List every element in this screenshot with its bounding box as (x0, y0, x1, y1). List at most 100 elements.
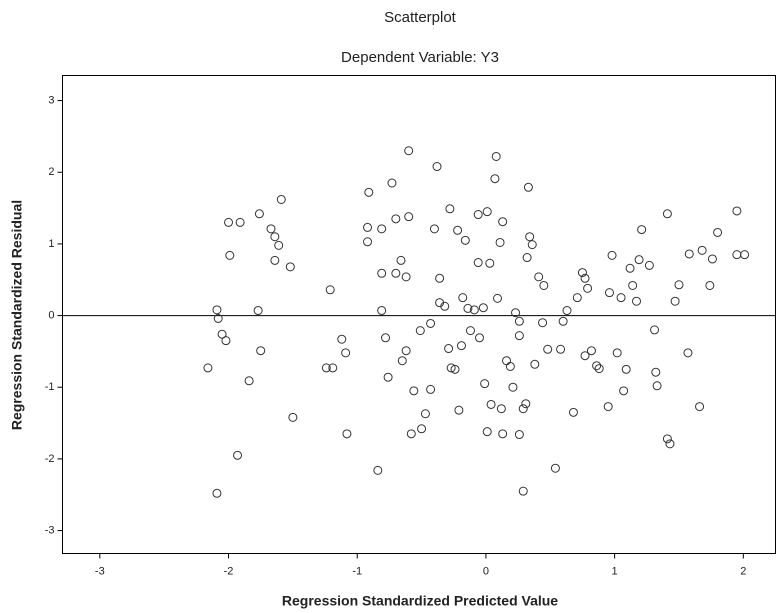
point (620, 387, 628, 395)
point (497, 405, 505, 413)
point (741, 251, 749, 259)
point (213, 489, 221, 497)
point (402, 273, 410, 281)
point (733, 207, 741, 215)
point (486, 259, 494, 267)
point (671, 297, 679, 305)
point (584, 284, 592, 292)
point (427, 319, 435, 327)
point (225, 218, 233, 226)
point (343, 430, 351, 438)
point (524, 183, 532, 191)
y-tick-label: 1 (48, 238, 54, 250)
point (608, 251, 616, 259)
point (522, 400, 530, 408)
point (402, 347, 410, 355)
x-tick-label: -3 (95, 565, 105, 577)
point (519, 405, 527, 413)
point (685, 250, 693, 258)
point (492, 152, 500, 160)
point (675, 281, 683, 289)
point (382, 334, 390, 342)
y-tick-label: 2 (48, 166, 54, 178)
point (427, 385, 435, 393)
point (491, 175, 499, 183)
point (245, 377, 253, 385)
point (706, 281, 714, 289)
point (666, 440, 674, 448)
point (481, 380, 489, 388)
point (338, 335, 346, 343)
x-axis-label: Regression Standardized Predicted Value (282, 593, 558, 609)
point (483, 428, 491, 436)
point (378, 225, 386, 233)
point (539, 319, 547, 327)
point (236, 218, 244, 226)
point (474, 211, 482, 219)
point (544, 345, 552, 353)
point (405, 147, 413, 155)
point (663, 210, 671, 218)
point (523, 254, 531, 262)
point (535, 273, 543, 281)
plot-frame (63, 76, 776, 554)
x-tick-label: -2 (224, 565, 234, 577)
point (271, 233, 279, 241)
point (531, 360, 539, 368)
point (405, 213, 413, 221)
point (605, 289, 613, 297)
point (519, 487, 527, 495)
point (407, 430, 415, 438)
point (638, 226, 646, 234)
point (418, 425, 426, 433)
point (663, 435, 671, 443)
point (277, 195, 285, 203)
point (653, 382, 661, 390)
point (416, 327, 424, 335)
point (698, 246, 706, 254)
point (255, 210, 263, 218)
point (267, 225, 275, 233)
x-tick-label: -1 (352, 565, 362, 577)
point (629, 281, 637, 289)
point (364, 223, 372, 231)
point (528, 241, 536, 249)
point (364, 238, 372, 246)
point (257, 347, 265, 355)
y-tick-label: 3 (48, 94, 54, 106)
y-tick-label: -3 (45, 524, 55, 536)
point (540, 281, 548, 289)
point (445, 345, 453, 353)
point (714, 228, 722, 236)
point (617, 294, 625, 302)
point (651, 326, 659, 334)
point (222, 337, 230, 345)
y-axis-label: Regression Standardized Residual (9, 200, 25, 430)
point (466, 327, 474, 335)
point (392, 269, 400, 277)
point (684, 349, 692, 357)
point (392, 215, 400, 223)
point (430, 225, 438, 233)
point (652, 368, 660, 376)
point (515, 332, 523, 340)
point (474, 259, 482, 267)
point (503, 357, 511, 365)
point (733, 251, 741, 259)
point (397, 256, 405, 264)
point (515, 317, 523, 325)
point (342, 349, 350, 357)
point (626, 264, 634, 272)
point (286, 263, 294, 271)
point (275, 241, 283, 249)
x-tick-label: 1 (612, 565, 618, 577)
point (587, 347, 595, 355)
point (494, 294, 502, 302)
point (604, 403, 612, 411)
point (483, 208, 491, 216)
point (506, 362, 514, 370)
point (436, 274, 444, 282)
point (378, 307, 386, 315)
point (573, 294, 581, 302)
point (454, 226, 462, 234)
